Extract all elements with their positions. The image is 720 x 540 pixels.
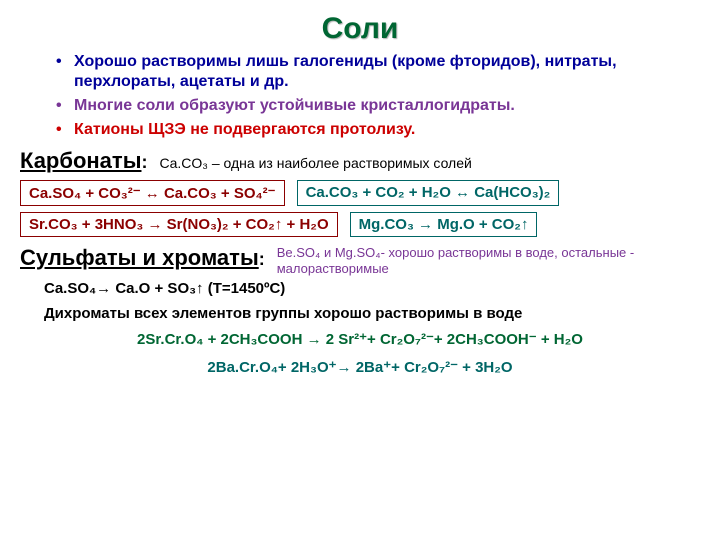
bullet-3: Катионы ЩЗЭ не подвергаются протолизу.	[56, 120, 700, 140]
carbonates-header: Карбонаты: Ca.CO₃ – одна из наиболее рас…	[20, 148, 700, 174]
eq-bacro4: 2Ba.Cr.O₄+ 2H₃O⁺→ 2Ba⁺+ Cr₂O₇²⁻ + 3H₂O	[20, 358, 700, 376]
bullet-2: Многие соли образуют устойчивые кристалл…	[56, 96, 700, 116]
colon: :	[141, 152, 147, 172]
eq-srco3-hno3: Sr.CO₃ + 3HNO₃ → Sr(NO₃)₂ + CO₂↑ + H₂O	[20, 212, 338, 237]
sulfates-note: Be.SO₄ и Mg.SO₄- хорошо растворимы в вод…	[277, 245, 700, 276]
carbonates-row-1: Ca.SO₄ + CO₃²⁻ ↔ Ca.CO₃ + SO₄²⁻ Ca.CO₃ +…	[20, 180, 700, 206]
carbonates-row-2: Sr.CO₃ + 3HNO₃ → Sr(NO₃)₂ + CO₂↑ + H₂O M…	[20, 212, 700, 237]
carbonates-title: Карбонаты	[20, 148, 141, 173]
sulfates-header: Сульфаты и хроматы: Be.SO₄ и Mg.SO₄- хор…	[20, 245, 700, 276]
dichromates-note: Дихроматы всех элементов группы хорошо р…	[44, 305, 700, 322]
eq-mgco3: Mg.CO₃ → Mg.O + CO₂↑	[350, 212, 538, 237]
colon2: :	[259, 249, 265, 269]
eq-caso4-co3: Ca.SO₄ + CO₃²⁻ ↔ Ca.CO₃ + SO₄²⁻	[20, 180, 285, 206]
eq-srcro4: 2Sr.Cr.O₄ + 2CH₃COOH → 2 Sr²⁺+ Cr₂O₇²⁻+ …	[20, 330, 700, 348]
eq-caco3-co2: Ca.CO₃ + CO₂ + H₂O ↔ Ca(HCO₃)₂	[297, 180, 560, 206]
carbonates-note: Ca.CO₃ – одна из наиболее растворимых со…	[159, 155, 471, 171]
eq-caso4-cao: Ca.SO₄→ Ca.O + SO₃↑ (T=1450ºC)	[44, 280, 700, 297]
page-title: Соли	[20, 12, 700, 46]
bullet-1: Хорошо растворимы лишь галогениды (кроме…	[56, 52, 700, 92]
bullet-list: Хорошо растворимы лишь галогениды (кроме…	[20, 52, 700, 140]
sulfates-title: Сульфаты и хроматы	[20, 245, 259, 270]
